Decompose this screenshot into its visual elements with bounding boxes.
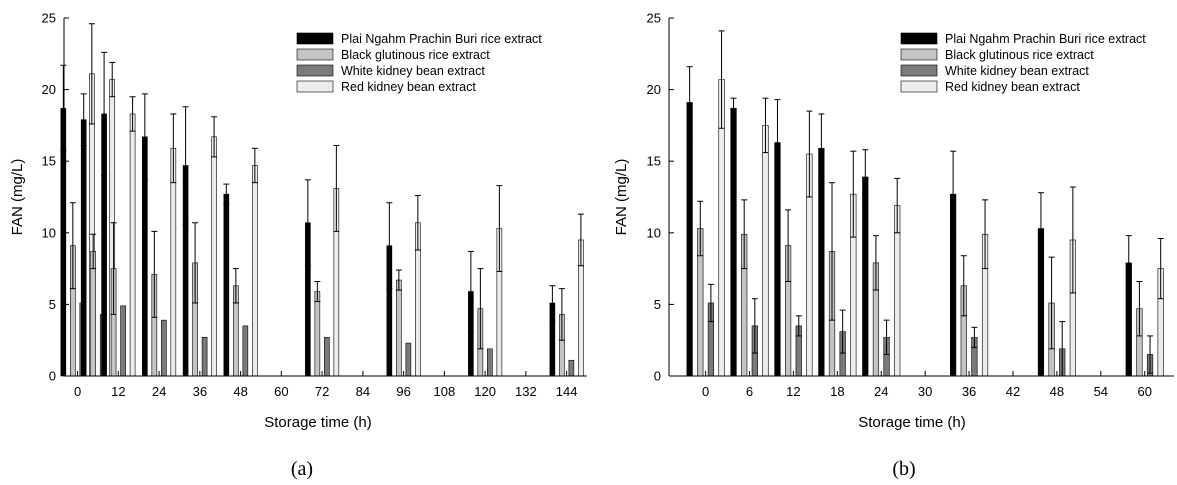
y-tick-label: 20 (42, 82, 56, 97)
x-tick-label: 96 (396, 384, 410, 399)
y-tick-label: 15 (42, 154, 56, 169)
bar (568, 359, 575, 377)
x-tick-label: 48 (233, 384, 247, 399)
bar (90, 251, 97, 377)
legend-swatch (296, 64, 334, 77)
bar (211, 136, 217, 377)
bar (487, 348, 493, 377)
x-tick-label: 108 (434, 384, 456, 399)
panel-label-a: (a) (291, 458, 313, 480)
legend-label: Black glutinous rice extract (945, 48, 1094, 62)
x-tick-label: 24 (874, 384, 888, 399)
bar (80, 119, 87, 377)
x-tick-label: 36 (962, 384, 976, 399)
x-tick-label: 120 (474, 384, 496, 399)
y-tick-label: 25 (647, 11, 661, 26)
y-tick-label: 0 (49, 369, 56, 384)
bar (324, 337, 330, 377)
bar (730, 107, 737, 377)
legend-label: Red kidney bean extract (341, 80, 476, 94)
bar (762, 125, 769, 377)
x-tick-label: 54 (1094, 384, 1108, 399)
y-tick-label: 10 (647, 225, 661, 240)
x-tick-label: 84 (356, 384, 370, 399)
bar (223, 193, 230, 377)
legend-swatch (296, 32, 334, 45)
y-tick-label: 25 (42, 11, 56, 26)
legend-swatch (296, 80, 334, 93)
y-tick-label: 10 (42, 225, 56, 240)
y-tick-label: 5 (49, 297, 56, 312)
x-axis-title: Storage time (h) (264, 414, 372, 431)
legend-label: Plai Ngahm Prachin Buri rice extract (945, 32, 1146, 46)
x-tick-label: 18 (830, 384, 844, 399)
bar (396, 279, 402, 377)
legend-swatch (900, 32, 938, 45)
x-tick-label: 48 (1050, 384, 1064, 399)
legend-label: Red kidney bean extract (945, 80, 1080, 94)
y-tick-label: 0 (654, 369, 661, 384)
bar (129, 113, 136, 377)
x-tick-label: 42 (1006, 384, 1020, 399)
legend-label: White kidney bean extract (945, 64, 1089, 78)
x-tick-label: 24 (152, 384, 166, 399)
legend: Plai Ngahm Prachin Buri rice extract Blac… (296, 32, 542, 94)
x-tick-label: 36 (193, 384, 207, 399)
legend-swatch (900, 80, 938, 93)
x-tick-label: 0 (74, 384, 81, 399)
x-tick-label: 6 (746, 384, 753, 399)
legend-label: Plai Ngahm Prachin Buri rice extract (341, 32, 542, 46)
bar (120, 305, 126, 377)
x-tick-label: 60 (274, 384, 288, 399)
y-axis-title: FAN (mg/L) (9, 159, 26, 236)
legend-label: White kidney bean extract (341, 64, 485, 78)
x-tick-label: 72 (315, 384, 329, 399)
x-tick-label: 144 (556, 384, 578, 399)
x-tick-label: 12 (786, 384, 800, 399)
legend-label: Black glutinous rice extract (341, 48, 490, 62)
y-tick-label: 15 (647, 154, 661, 169)
legend-swatch (900, 64, 938, 77)
legend-swatch (900, 48, 938, 61)
bar (242, 325, 249, 377)
x-axis-title: Storage time (h) (858, 414, 966, 431)
chart-panel-b: 0 5 10 15 20 25 0 6 12 18 24 30 36 42 48 54 60 FAN (mg/… (613, 11, 1174, 480)
x-tick-label: 60 (1137, 384, 1151, 399)
legend: Plai Ngahm Prachin Buri rice extract Blac… (900, 32, 1146, 94)
x-tick-label: 132 (515, 384, 537, 399)
bar (252, 165, 258, 377)
bar (314, 291, 321, 377)
bar (161, 319, 167, 377)
x-tick-label: 12 (111, 384, 125, 399)
x-tick-label: 0 (702, 384, 709, 399)
bar (862, 176, 869, 377)
panel-label-b: (b) (892, 458, 915, 480)
chart-panel-a: 0 5 10 15 20 25 0 12 24 36 48 60 72 84 96 108 120 132 144… (9, 11, 587, 480)
bar (686, 102, 693, 377)
y-tick-label: 5 (654, 297, 661, 312)
x-tick-label: 30 (918, 384, 932, 399)
bar (405, 342, 412, 377)
y-axis-title: FAN (mg/L) (613, 159, 630, 236)
bar (201, 337, 208, 377)
y-tick-label: 20 (647, 82, 661, 97)
legend-swatch (296, 48, 334, 61)
